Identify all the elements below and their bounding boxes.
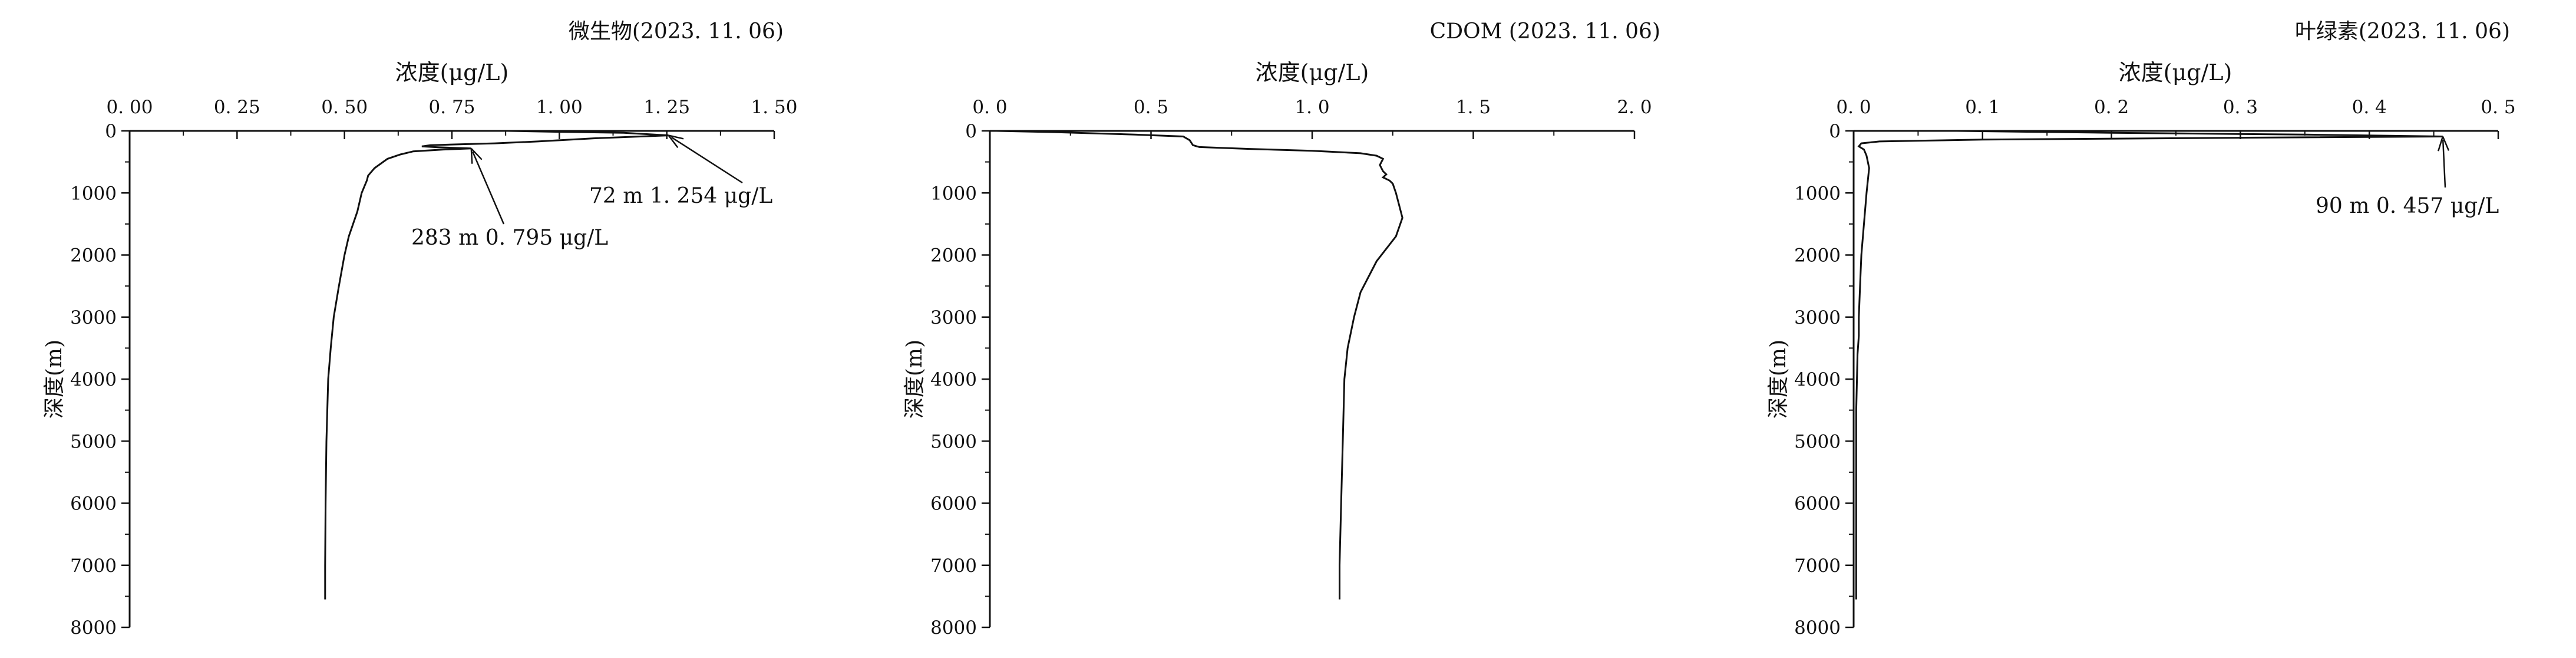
x-tick-label: 2. 0	[1617, 97, 1652, 118]
y-tick-label: 0	[105, 121, 117, 142]
y-tick-label: 7000	[1794, 555, 1841, 577]
y-tick-label: 4000	[930, 369, 977, 390]
x-ticks: 0. 00 0. 25 0. 50 0. 75 1. 00 1. 25 1. 50	[107, 97, 798, 139]
y-tick-label: 2000	[1794, 245, 1841, 267]
x-axis-label: 浓度(μg/L)	[2119, 60, 2232, 85]
y-tick-label: 5000	[70, 431, 117, 452]
y-tick-label: 3000	[930, 307, 977, 328]
x-tick-label: 0. 50	[321, 97, 368, 118]
chart-title: 微生物(2023. 11. 06)	[569, 19, 784, 44]
annotation-label: 72 m 1. 254 μg/L	[589, 184, 772, 208]
y-tick-label: 5000	[1794, 431, 1841, 452]
chart-panel-chlorophyll: 叶绿素(2023. 11. 06) 浓度(μg/L) 深度(m) 0. 0 0. …	[1766, 19, 2516, 639]
y-ticks: 0 1000 2000 3000 4000 5000 6000 7000 8000	[1794, 121, 1854, 639]
y-tick-label: 2000	[930, 245, 977, 267]
y-tick-label: 7000	[930, 555, 977, 577]
series-line	[1855, 130, 2443, 600]
series-line	[996, 130, 1403, 600]
x-tick-label: 0. 3	[2223, 97, 2258, 118]
x-tick-label: 1. 0	[1294, 97, 1329, 118]
chart-title: 叶绿素(2023. 11. 06)	[2295, 19, 2510, 44]
y-tick-label: 6000	[1794, 493, 1841, 515]
annotation-label: 90 m 0. 457 μg/L	[2316, 194, 2499, 218]
y-tick-label: 0	[1829, 121, 1841, 142]
x-tick-label: 0. 5	[1134, 97, 1168, 118]
y-tick-label: 8000	[930, 617, 977, 639]
y-tick-label: 0	[965, 121, 977, 142]
y-axis-label: 深度(m)	[903, 340, 927, 419]
y-tick-label: 1000	[1794, 183, 1841, 204]
x-tick-label: 1. 50	[751, 97, 798, 118]
annotation-arrow	[671, 136, 743, 184]
y-ticks: 0 1000 2000 3000 4000 5000 6000 7000 8000	[70, 121, 130, 639]
y-axis-label: 深度(m)	[1766, 340, 1791, 419]
x-tick-label: 0. 25	[214, 97, 260, 118]
y-tick-label: 4000	[70, 369, 117, 390]
annotation-arrowhead	[2438, 136, 2450, 152]
y-tick-label: 1000	[70, 183, 117, 204]
x-tick-label: 0. 0	[1836, 97, 1871, 118]
x-tick-label: 1. 25	[643, 97, 690, 118]
x-axis-label: 浓度(μg/L)	[395, 60, 509, 85]
x-ticks: 0. 0 0. 1 0. 2 0. 3 0. 4 0. 5	[1836, 97, 2516, 139]
annotation-arrowhead	[470, 147, 483, 164]
y-axis-label: 深度(m)	[42, 340, 67, 419]
x-tick-label: 0. 1	[1965, 97, 2000, 118]
x-tick-label: 0. 4	[2352, 97, 2387, 118]
y-tick-label: 3000	[1794, 307, 1841, 328]
y-tick-label: 3000	[70, 307, 117, 328]
y-tick-label: 6000	[930, 493, 977, 515]
series-line	[324, 130, 669, 600]
x-tick-label: 0. 2	[2094, 97, 2129, 118]
chart-panel-microbes: 微生物(2023. 11. 06) 浓度(μg/L) 深度(m) 0. 00 0.…	[42, 19, 797, 639]
x-tick-label: 0. 0	[972, 97, 1007, 118]
x-ticks: 0. 0 0. 5 1. 0 1. 5 2. 0	[972, 97, 1652, 139]
annotation-arrow	[2442, 140, 2446, 188]
x-tick-label: 1. 00	[536, 97, 583, 118]
annotation-arrowhead	[668, 134, 684, 149]
y-tick-label: 2000	[70, 245, 117, 267]
y-tick-label: 4000	[1794, 369, 1841, 390]
y-tick-label: 8000	[70, 617, 117, 639]
y-tick-label: 8000	[1794, 617, 1841, 639]
x-tick-label: 1. 5	[1456, 97, 1491, 118]
x-axis-label: 浓度(μg/L)	[1256, 60, 1369, 85]
y-tick-label: 5000	[930, 431, 977, 452]
annotation-arrow	[472, 151, 505, 225]
annotation-label: 283 m 0. 795 μg/L	[411, 226, 608, 250]
y-tick-label: 6000	[70, 493, 117, 515]
y-ticks: 0 1000 2000 3000 4000 5000 6000 7000 8000	[930, 121, 990, 639]
x-tick-label: 0. 75	[429, 97, 475, 118]
chart-title: CDOM (2023. 11. 06)	[1430, 19, 1660, 44]
x-tick-label: 0. 00	[107, 97, 153, 118]
x-tick-label: 0. 5	[2481, 97, 2515, 118]
y-tick-label: 1000	[930, 183, 977, 204]
y-tick-label: 7000	[70, 555, 117, 577]
